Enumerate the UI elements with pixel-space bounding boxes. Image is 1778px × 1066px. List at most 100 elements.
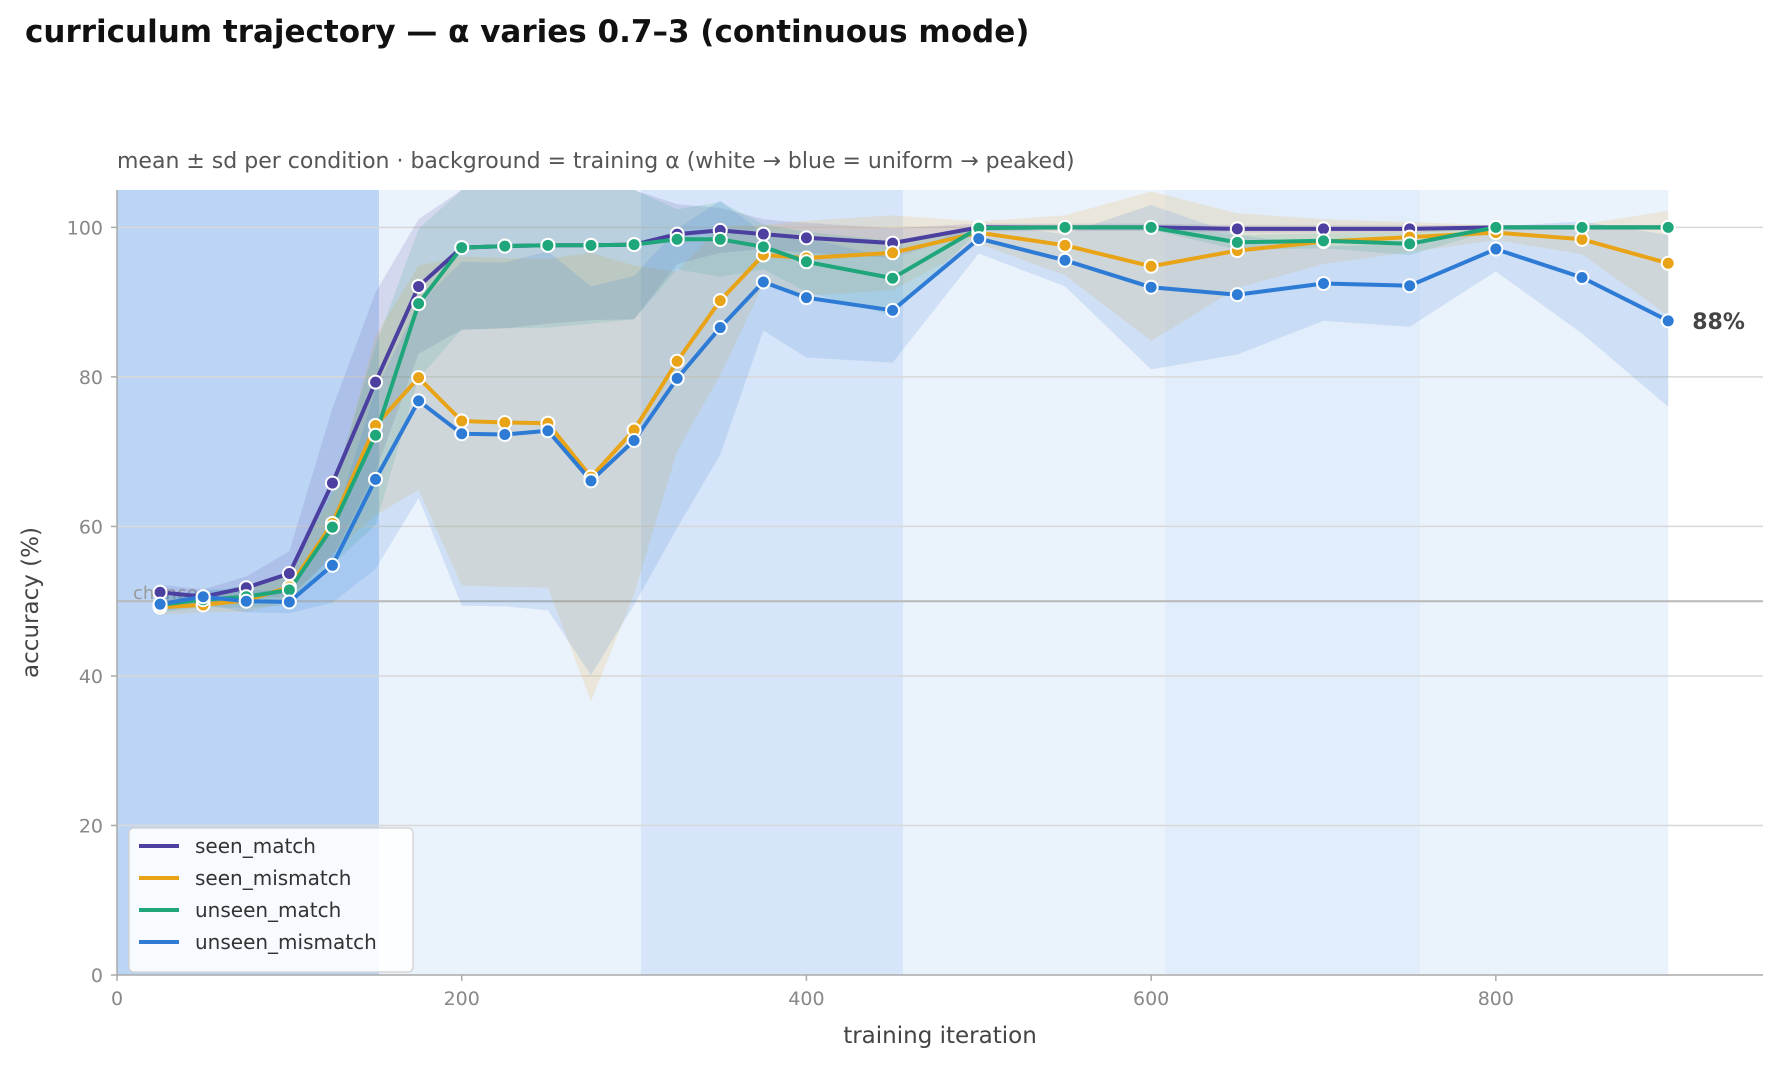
point-unseen-mismatch-325 [669,370,685,386]
series-lines [158,225,1671,610]
point-unseen-mismatch-225 [497,426,513,442]
point-unseen-match-400 [798,254,814,270]
legend: seen_match seen_mismatch unseen_matchunsee… [128,827,414,973]
axes [116,190,1763,976]
point-seen-match-650 [1229,221,1245,237]
background-band-2 [378,190,641,975]
point-unseen-mismatch-550 [1057,252,1073,268]
y-ticks: 0 20 40 60 80 100 [67,217,117,987]
point-unseen-mismatch-800 [1488,241,1504,257]
point-seen-match-400 [798,230,814,246]
point-seen-mismatch-350 [712,293,728,309]
point-unseen-mismatch-850 [1574,269,1590,285]
point-unseen-match-750 [1402,236,1418,252]
legend-label-unseen-mismatch: unseen_mismatch [195,930,377,954]
point-unseen-match-900 [1660,219,1676,235]
point-unseen-mismatch-350 [712,320,728,336]
point-unseen-match-125 [324,519,340,535]
sd-band-seen-mismatch [160,191,1669,702]
point-seen-mismatch-900 [1660,255,1676,271]
series-line-seen-match [158,225,1671,599]
y-tick-label-0: 0 [91,965,103,987]
series-line-seen-mismatch [158,230,1671,610]
x-tick-label-0: 0 [111,988,123,1010]
point-unseen-match-700 [1315,233,1331,249]
background-bands [117,190,1669,975]
point-unseen-mismatch-125 [324,557,340,573]
point-unseen-mismatch-500 [971,231,987,247]
point-unseen-match-600 [1143,219,1159,235]
legend-box [128,827,414,973]
y-tick-label-60: 60 [79,516,103,538]
point-unseen-match-300 [626,237,642,253]
x-tick-label-800: 800 [1478,988,1514,1010]
point-unseen-mismatch-25 [152,596,168,612]
series-line-unseen-match [158,225,1671,607]
point-seen-match-175 [411,278,427,294]
legend-label-unseen-match: unseen_match [195,898,341,922]
point-seen-mismatch-600 [1143,258,1159,274]
sd-band-unseen-match [160,190,1669,613]
point-unseen-mismatch-700 [1315,275,1331,291]
x-axis-label: training iteration [843,1023,1037,1049]
point-unseen-mismatch-275 [583,473,599,489]
point-unseen-mismatch-250 [540,423,556,439]
sd-band-seen-match [160,190,1669,605]
y-tick-label-100: 100 [67,217,103,239]
end-annotation-label: 88% [1692,310,1745,335]
chart-title: curriculum trajectory — α varies 0.7–3 (… [25,14,1030,50]
point-seen-match-375 [755,226,771,242]
point-seen-match-100 [281,566,297,582]
x-tick-label-200: 200 [444,988,480,1010]
point-unseen-mismatch-400 [798,290,814,306]
point-unseen-mismatch-100 [281,594,297,610]
point-seen-mismatch-175 [411,370,427,386]
x-tick-label-400: 400 [788,988,824,1010]
legend-label-seen-mismatch: seen_mismatch [195,866,351,890]
point-unseen-mismatch-650 [1229,287,1245,303]
background-band-3 [640,190,903,975]
x-tick-label-600: 600 [1133,988,1169,1010]
point-unseen-mismatch-200 [454,426,470,442]
point-unseen-mismatch-450 [885,302,901,318]
series-points [152,219,1676,615]
y-axis-label: accuracy (%) [18,527,44,678]
point-unseen-mismatch-375 [755,274,771,290]
point-unseen-match-450 [885,270,901,286]
point-unseen-match-200 [454,240,470,256]
point-unseen-mismatch-300 [626,432,642,448]
point-seen-mismatch-450 [885,245,901,261]
point-unseen-mismatch-75 [238,593,254,609]
point-unseen-match-650 [1229,234,1245,250]
legend-label-seen-match: seen_match [195,834,316,858]
point-unseen-match-250 [540,237,556,253]
point-unseen-mismatch-600 [1143,279,1159,295]
x-ticks: 0 200 400 600 800 [111,975,1514,1010]
point-unseen-match-325 [669,231,685,247]
point-unseen-mismatch-175 [411,393,427,409]
point-seen-mismatch-550 [1057,237,1073,253]
background-band-5 [1164,190,1421,975]
point-unseen-match-800 [1488,219,1504,235]
point-unseen-match-175 [411,296,427,312]
background-band-4 [902,190,1165,975]
sd-bands [160,190,1669,702]
chart-subtitle: mean ± sd per condition · background = t… [117,149,1075,174]
y-tick-label-20: 20 [79,815,103,837]
point-unseen-match-225 [497,238,513,254]
point-seen-match-125 [324,475,340,491]
point-unseen-mismatch-750 [1402,278,1418,294]
point-unseen-match-850 [1574,219,1590,235]
point-seen-mismatch-325 [669,353,685,369]
point-seen-mismatch-200 [454,413,470,429]
series-line-unseen-mismatch [158,236,1671,607]
point-unseen-match-350 [712,231,728,247]
y-tick-label-40: 40 [79,666,103,688]
gridlines [117,226,1763,827]
sd-band-unseen-mismatch [160,200,1669,676]
point-unseen-match-150 [368,427,384,443]
background-band-6 [1420,190,1669,975]
point-unseen-match-275 [583,237,599,253]
point-seen-match-150 [368,374,384,390]
